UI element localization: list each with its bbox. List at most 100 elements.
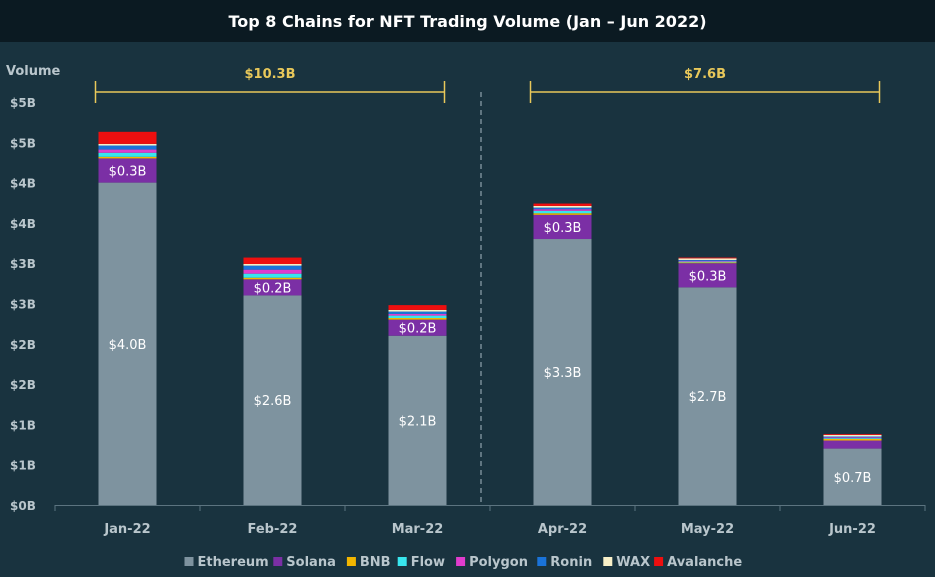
- bars-group: $4.0B $0.3B $2.6B $0.2B $2.1B $0.2B $3.3B $0.3B…: [98, 131, 882, 505]
- y-tick-label: $4B: [10, 177, 36, 191]
- bar-segment-polygon: [533, 209, 592, 211]
- data-label: $0.3B: [689, 269, 727, 284]
- x-tick-label: Jan-22: [103, 522, 150, 537]
- legend-swatch: [346, 557, 356, 566]
- y-tick-label: $3B: [10, 257, 36, 271]
- y-tick-label: $1B: [10, 418, 36, 432]
- x-tick-label: Feb-22: [248, 522, 298, 537]
- bar-segment-solana: [533, 214, 592, 240]
- bar-segment-bnb: [243, 277, 302, 280]
- legend-group: Ethereum Solana BNB Flow Polygon Ronin WAX Aval…: [184, 555, 742, 570]
- x-tick-label: Mar-22: [392, 522, 444, 537]
- y-tick-label: $0B: [10, 499, 36, 513]
- bar-segment-ronin: [388, 311, 447, 314]
- bar-segment-ethereum: [823, 448, 882, 505]
- bar-segment-polygon: [388, 313, 447, 316]
- bar-segment-ethereum: [533, 239, 592, 505]
- bar-segment-bnb: [98, 156, 157, 159]
- bar-segment-avalanche: [823, 434, 882, 435]
- annotation-label: $10.3B: [244, 67, 295, 82]
- bar-segment-bnb: [823, 438, 882, 441]
- axis-group: Volume $0B $1B $1B $2B $2B $3B $3B $4B $4B $5B $5B J…: [6, 64, 926, 537]
- bar-segment-ethereum: [388, 335, 447, 505]
- bar-segment-flow: [98, 152, 157, 157]
- legend-swatch: [273, 557, 283, 566]
- chart-title: Top 8 Chains for NFT Trading Volume (Jan…: [228, 11, 707, 31]
- x-tick-label: May-22: [681, 522, 734, 537]
- y-tick-label: $4B: [10, 217, 36, 231]
- data-label: $2.7B: [689, 390, 727, 405]
- bar-segment-avalanche: [533, 203, 592, 206]
- y-axis-title: Volume: [6, 64, 61, 79]
- bar-segment-polygon: [243, 269, 302, 274]
- bar-segment-solana: [388, 319, 447, 336]
- y-tick-label: $2B: [10, 338, 36, 352]
- bar-segment-flow: [533, 210, 592, 214]
- bar-segment-flow: [678, 261, 737, 263]
- bar-segment-bnb: [678, 262, 737, 264]
- legend-swatch: [654, 557, 664, 566]
- data-label: $2.1B: [399, 414, 437, 429]
- legend-label: Ronin: [550, 555, 592, 570]
- y-tick-label: $5B: [10, 96, 36, 110]
- bar-segment-ronin: [823, 436, 882, 438]
- bar-segment-polygon: [678, 260, 737, 262]
- y-tick-label: $5B: [10, 136, 36, 150]
- bar-segment-wax: [533, 205, 592, 208]
- bar-segment-flow: [823, 438, 882, 439]
- bar-segment-avalanche: [243, 257, 302, 265]
- data-label: $0.2B: [399, 322, 437, 337]
- legend-swatch: [603, 557, 613, 566]
- data-label: $3.3B: [544, 366, 582, 381]
- bar-segment-wax: [98, 143, 157, 146]
- bar-segment-polygon: [823, 437, 882, 439]
- y-tick-label: $2B: [10, 378, 36, 392]
- bar-segment-ethereum: [678, 287, 737, 505]
- x-tick-label: Apr-22: [538, 522, 587, 537]
- y-tick-label: $3B: [10, 298, 36, 312]
- data-label: $0.3B: [109, 165, 147, 180]
- bar-segment-ronin: [98, 145, 157, 150]
- annotation-label: $7.6B: [684, 67, 726, 82]
- bar-segment-bnb: [388, 318, 447, 320]
- bar-segment-wax: [243, 264, 302, 266]
- bar-segment-avalanche: [388, 305, 447, 310]
- bar-segment-avalanche: [678, 257, 737, 259]
- bar-segment-ethereum: [243, 295, 302, 505]
- bar-segment-bnb: [533, 213, 592, 215]
- legend-label: Polygon: [469, 555, 528, 570]
- bar-segment-solana: [678, 263, 737, 288]
- data-label: $0.2B: [254, 281, 292, 296]
- bar-segment-flow: [243, 273, 302, 278]
- data-label: $0.3B: [544, 221, 582, 236]
- bar-segment-solana: [243, 279, 302, 296]
- bar-segment-ronin: [243, 265, 302, 270]
- x-tick-label: Jun-22: [828, 522, 876, 537]
- data-label: $2.6B: [254, 394, 292, 409]
- legend-label: Avalanche: [667, 555, 742, 570]
- y-tick-label: $1B: [10, 459, 36, 473]
- bar-segment-polygon: [98, 149, 157, 153]
- legend-swatch: [537, 557, 547, 566]
- bar-segment-solana: [823, 440, 882, 449]
- legend-label: BNB: [360, 555, 391, 570]
- legend-swatch: [397, 557, 407, 566]
- bar-segment-solana: [98, 158, 157, 183]
- data-label: $0.7B: [834, 471, 872, 486]
- bar-segment-ethereum: [98, 182, 157, 505]
- bar-segment-wax: [388, 309, 447, 312]
- bar-segment-wax: [678, 258, 737, 260]
- bar-segment-ronin: [533, 207, 592, 210]
- annotations-group: $10.3B $7.6B: [94, 67, 881, 103]
- legend-swatch: [184, 557, 194, 566]
- data-label: $4.0B: [109, 338, 147, 353]
- legend-label: Ethereum: [198, 555, 269, 570]
- bar-segment-ronin: [678, 259, 737, 261]
- legend-label: Solana: [286, 555, 336, 570]
- bar-segment-avalanche: [98, 131, 157, 144]
- legend-label: Flow: [411, 555, 445, 570]
- title-bar: Top 8 Chains for NFT Trading Volume (Jan…: [0, 0, 935, 42]
- legend-label: WAX: [616, 555, 650, 570]
